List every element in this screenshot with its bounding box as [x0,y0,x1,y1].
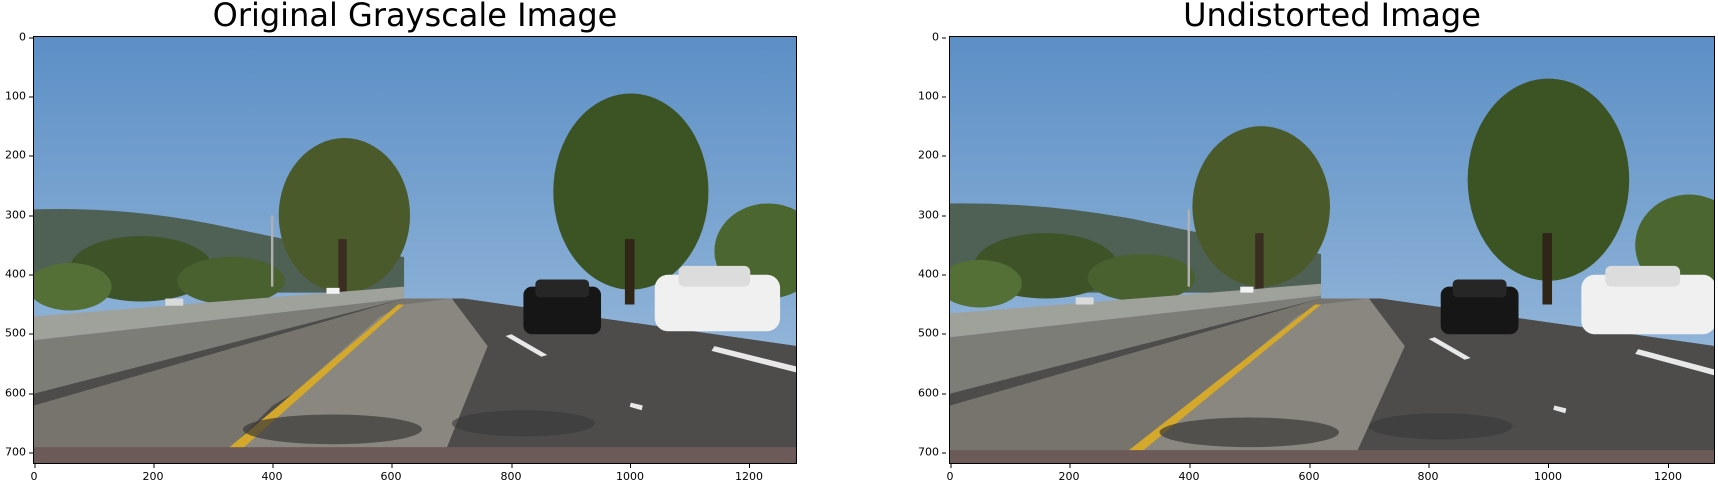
left-xtick-200: 200 [142,464,164,483]
right-ytick-600: 600 [913,387,946,400]
right-xtick-1000: 1000 [1534,464,1562,483]
left-ytick-400: 400 [0,268,33,281]
right-xtick-1200: 1200 [1654,464,1682,483]
right-image-axes [949,36,1715,464]
left-image-axes [33,36,797,464]
right-panel-title: Undistorted Image [1183,0,1481,34]
right-ytick-500: 500 [913,327,946,340]
road-scene-image-undistorted [950,37,1714,463]
right-ytick-200: 200 [913,149,946,162]
left-xtick-400: 400 [261,464,283,483]
right-ytick-300: 300 [913,209,946,222]
right-xtick-800: 800 [1417,464,1439,483]
right-ytick-100: 100 [913,90,946,103]
right-xtick-600: 600 [1298,464,1320,483]
left-ytick-200: 200 [0,149,33,162]
right-xtick-200: 200 [1058,464,1080,483]
left-ytick-100: 100 [0,90,33,103]
right-xtick-0: 0 [946,464,954,483]
left-panel: Original Grayscale Image [0,0,797,483]
left-xtick-1000: 1000 [616,464,644,483]
left-ytick-500: 500 [0,327,33,340]
left-panel-title: Original Grayscale Image [212,0,618,34]
right-ytick-0: 0 [913,31,946,44]
right-panel: Undistorted Image [913,0,1718,488]
left-ytick-300: 300 [0,209,33,222]
left-ytick-700: 700 [0,446,33,459]
right-ytick-700: 700 [913,446,946,459]
left-ytick-600: 600 [0,387,33,400]
road-scene-image-original [34,37,796,463]
left-xtick-800: 800 [500,464,522,483]
left-xtick-600: 600 [380,464,402,483]
right-xtick-400: 400 [1178,464,1200,483]
left-xtick-1200: 1200 [735,464,763,483]
left-ytick-0: 0 [0,31,33,44]
right-ytick-400: 400 [913,268,946,281]
left-xtick-0: 0 [30,464,38,483]
